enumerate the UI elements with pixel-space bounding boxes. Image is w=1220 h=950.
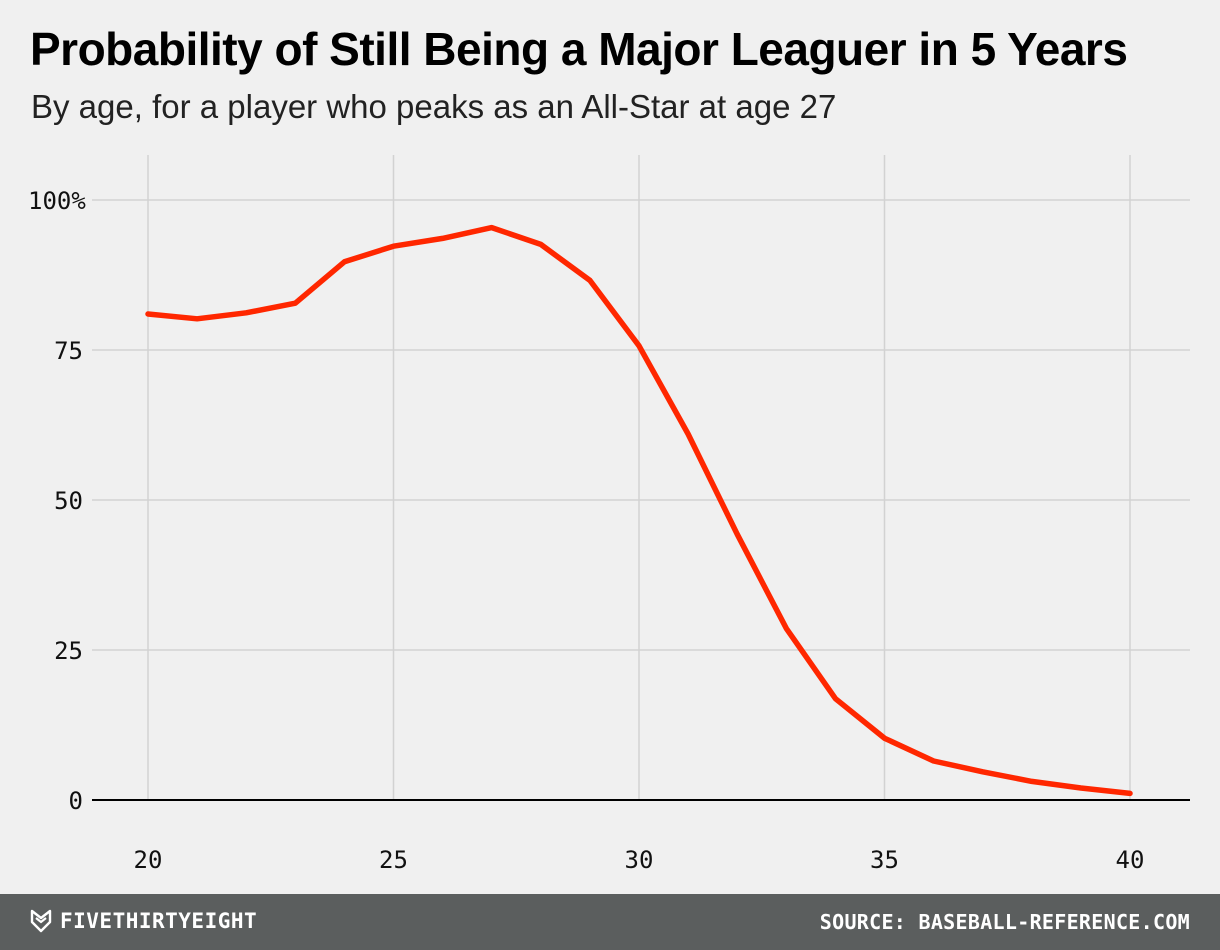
brand[interactable]: FIVETHIRTYEIGHT [30,909,257,933]
y-tick-label-75: 75 [54,337,83,365]
y-tick-label-0: 0 [69,787,83,815]
x-tick-label-25: 25 [379,846,408,874]
footer-bar: FIVETHIRTYEIGHT SOURCE: BASEBALL-REFEREN… [0,894,1220,950]
y-tick-label-100: 100% [28,187,86,215]
series-line-0 [145,224,1133,797]
chart-subtitle: By age, for a player who peaks as an All… [31,88,837,125]
brand-name: FIVETHIRTYEIGHT [60,909,258,933]
x-tick-label-20: 20 [134,846,163,874]
line-chart: 0 25 50 75 100% 20 25 30 35 40 [28,155,1190,874]
x-tick-label-30: 30 [625,846,654,874]
y-tick-label-25: 25 [54,637,83,665]
fivethirtyeight-logo-icon [30,909,52,933]
source-credit: SOURCE: BASEBALL-REFERENCE.COM [819,910,1190,934]
y-tick-label-50: 50 [54,487,83,515]
chart-title: Probability of Still Being a Major Leagu… [30,23,1128,75]
x-tick-label-40: 40 [1116,846,1145,874]
x-tick-label-35: 35 [870,846,899,874]
